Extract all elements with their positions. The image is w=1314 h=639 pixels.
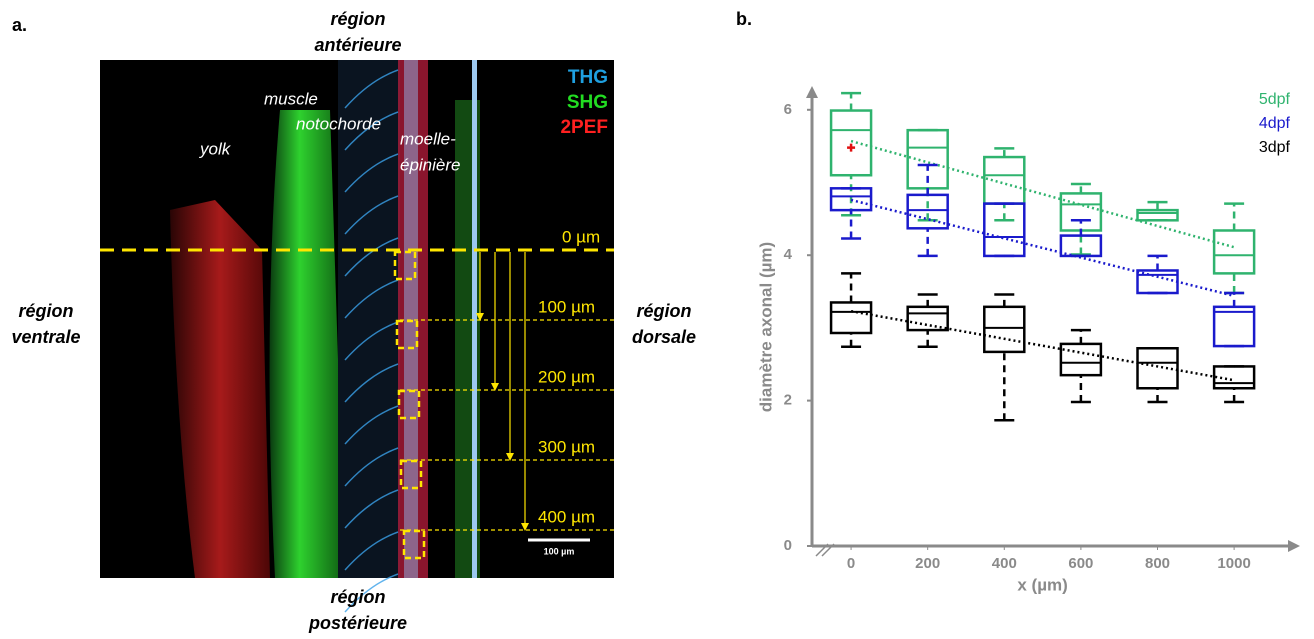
x-tick-label: 200 (915, 555, 940, 572)
chevron (344, 531, 399, 571)
arrow-head (491, 383, 499, 391)
box (1212, 305, 1256, 348)
chevron (344, 69, 399, 109)
chevron (344, 195, 399, 235)
x-tick-label: 800 (1145, 555, 1170, 572)
region-label: ventrale (11, 327, 80, 347)
trend-line (850, 198, 1235, 298)
chevron (344, 321, 399, 361)
box (983, 305, 1026, 354)
arrow-head (521, 523, 529, 531)
chevron (344, 447, 399, 487)
box (829, 301, 873, 335)
region-label: région (330, 9, 385, 29)
spinal-cord-thg (404, 60, 418, 578)
tissue-label: yolk (199, 139, 232, 158)
roi-box (402, 529, 426, 560)
roi-box (395, 319, 419, 350)
chevron (344, 405, 399, 445)
depth-label: 400 µm (538, 507, 595, 526)
mean-marker (847, 143, 856, 152)
box (829, 187, 873, 212)
tissue-label: épinière (400, 155, 461, 174)
box (1212, 365, 1256, 390)
yolk-region (170, 200, 270, 578)
depth-arrows (479, 252, 526, 528)
roi-boxes (393, 250, 426, 560)
depth-label: 300 µm (538, 437, 595, 456)
tissue-label: notochorde (296, 114, 381, 133)
depth-label: 200 µm (538, 367, 595, 386)
arrow-head (506, 453, 514, 461)
y-tick-label: 4 (784, 246, 793, 263)
depth-label: 100 µm (538, 297, 595, 316)
box (983, 155, 1026, 205)
skin-thg (472, 60, 477, 578)
axis-break (815, 543, 835, 557)
chevron (344, 237, 399, 277)
arrow-head (476, 313, 484, 321)
arrow-heads (476, 313, 529, 531)
chevron (344, 363, 399, 403)
region-label: antérieure (314, 35, 401, 55)
notochord-chevrons (344, 69, 399, 613)
scale-bar-label: 100 µm (544, 546, 575, 556)
x-tick-label: 600 (1068, 555, 1093, 572)
chevron (344, 111, 399, 151)
muscle-region (269, 110, 345, 578)
box (983, 202, 1026, 258)
box (1059, 342, 1103, 377)
channel-label: SHG (567, 92, 608, 113)
trend-line (850, 139, 1235, 249)
y-tick-label: 2 (784, 392, 792, 409)
panel-label: b. (736, 9, 752, 29)
box (1136, 208, 1179, 222)
chevron (344, 489, 399, 529)
y-axis-arrow (806, 86, 818, 98)
box (906, 193, 949, 230)
box (1059, 192, 1103, 232)
chart: 0 2 4 6 0 200 400 600 800 1000 x (µm) diamètre axon… (756, 86, 1300, 594)
region-label: région (330, 587, 385, 607)
x-axis-arrow (1288, 540, 1300, 552)
tissue-label: moelle- (400, 129, 456, 148)
box (1212, 229, 1256, 275)
tissue-label: muscle (264, 89, 318, 108)
x-tick-label: 1000 (1217, 555, 1250, 572)
channel-label: THG (568, 67, 608, 88)
box (906, 305, 949, 332)
panel-label: a. (12, 15, 27, 35)
roi-box (397, 389, 421, 420)
micrograph (100, 60, 614, 613)
roi-box (393, 250, 417, 281)
depth-label: 0 µm (562, 227, 600, 246)
notochord-region (338, 60, 400, 578)
legend-entry: 4dpf (1259, 115, 1291, 132)
y-tick-label: 0 (784, 537, 792, 554)
y-axis-label: diamètre axonal (µm) (756, 242, 775, 412)
region-label: dorsale (632, 327, 696, 347)
roi-box (399, 459, 423, 490)
chevron (344, 279, 399, 319)
x-tick-label: 400 (992, 555, 1017, 572)
channel-label: 2PEF (560, 117, 608, 138)
chevron (344, 573, 399, 613)
x-axis-label: x (µm) (1017, 575, 1067, 594)
legend-entry: 3dpf (1259, 139, 1291, 156)
region-label: région (18, 301, 73, 321)
region-label: postérieure (308, 613, 407, 633)
box (829, 109, 873, 177)
box (1136, 347, 1179, 390)
legend-entry: 5dpf (1259, 91, 1291, 108)
x-tick-label: 0 (847, 555, 855, 572)
y-tick-label: 6 (784, 101, 792, 118)
chevron (344, 153, 399, 193)
depth-lines (400, 319, 614, 531)
region-label: région (636, 301, 691, 321)
